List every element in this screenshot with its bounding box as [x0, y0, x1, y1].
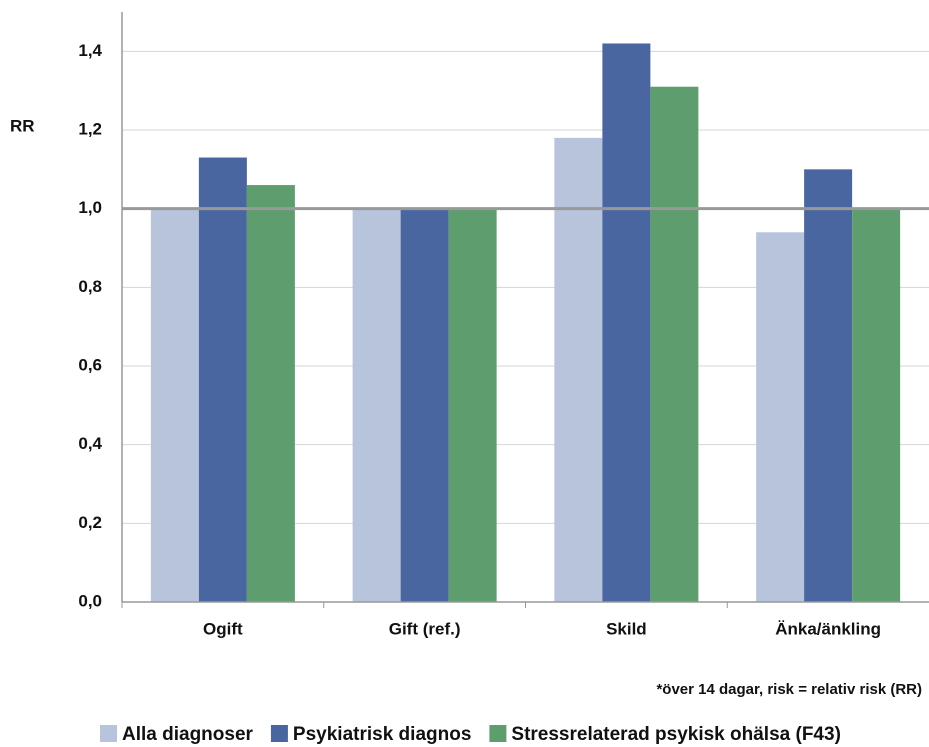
y-axis-label: RR	[10, 116, 35, 135]
bar	[198, 157, 247, 603]
x-tick-label: Ogift	[203, 619, 243, 638]
legend-label: Alla diagnoser	[122, 724, 254, 745]
x-tick-label: Änka/änkling	[775, 619, 881, 638]
legend-label: Stressrelaterad psykisk ohälsa (F43)	[511, 724, 841, 745]
y-tick-label: 0,2	[78, 513, 102, 532]
y-tick-label: 0,0	[78, 591, 102, 610]
bar	[400, 208, 449, 602]
bar	[602, 43, 651, 602]
bar	[852, 208, 901, 602]
bar	[756, 232, 805, 602]
bar	[246, 185, 295, 603]
bar	[352, 208, 401, 602]
legend-swatch	[270, 725, 288, 742]
y-tick-label: 1,0	[78, 198, 102, 217]
footnote: *över 14 dagar, risk = relativ risk (RR)	[656, 681, 922, 698]
bar	[448, 208, 497, 602]
y-tick-label: 0,6	[78, 355, 102, 374]
x-tick-label: Skild	[606, 619, 647, 638]
bar	[554, 137, 603, 602]
legend-label: Psykiatrisk diagnos	[293, 724, 471, 745]
x-tick-label: Gift (ref.)	[389, 619, 461, 638]
y-tick-label: 0,8	[78, 277, 102, 296]
y-tick-label: 1,2	[78, 119, 102, 138]
bar	[150, 208, 199, 602]
y-tick-label: 0,4	[78, 434, 102, 453]
bar	[650, 86, 699, 602]
bar	[804, 169, 853, 603]
y-tick-label: 1,4	[78, 41, 102, 60]
legend-swatch	[489, 725, 507, 742]
legend-swatch	[100, 725, 117, 742]
